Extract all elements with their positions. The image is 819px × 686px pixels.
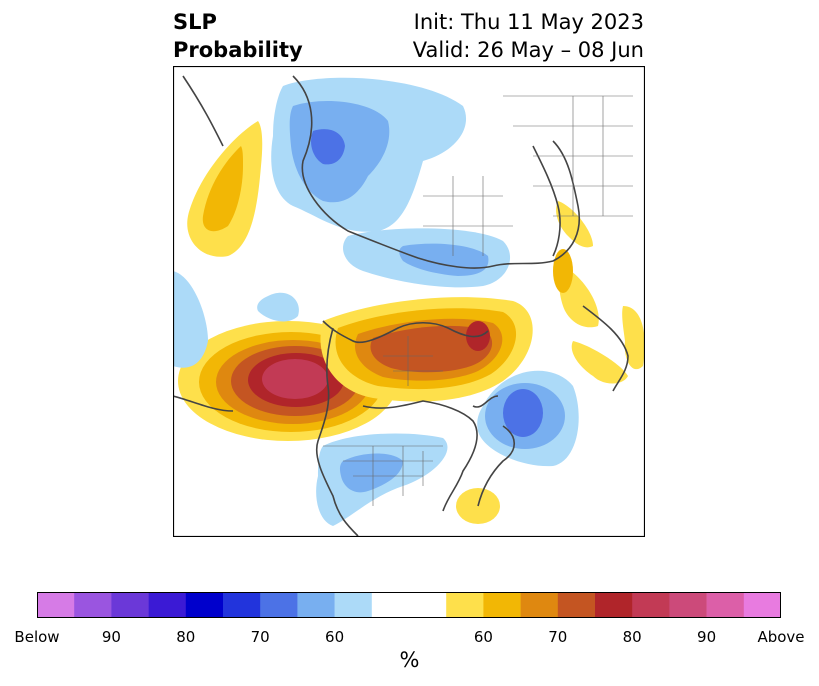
below-anomaly-northern-europe bbox=[257, 77, 467, 322]
colorbar-bin bbox=[111, 592, 149, 618]
colorbar bbox=[37, 592, 781, 618]
colorbar-tick-label: Below bbox=[14, 628, 60, 646]
below-anomaly-central-us bbox=[316, 433, 448, 526]
colorbar-tick-label: 60 bbox=[473, 628, 493, 646]
colorbar-bin bbox=[223, 592, 261, 618]
colorbar-bin bbox=[520, 592, 559, 618]
colorbar-bin bbox=[743, 592, 781, 618]
above-anomaly-canadian-arctic bbox=[320, 297, 533, 402]
colorbar-bin bbox=[669, 592, 707, 618]
colorbar-bin bbox=[334, 592, 373, 618]
colorbar-tick-label: Above bbox=[757, 628, 805, 646]
below-anomaly-west-pacific bbox=[173, 271, 208, 368]
colorbar-tick-label: 90 bbox=[697, 628, 717, 646]
init-date: Init: Thu 11 May 2023 bbox=[413, 10, 644, 34]
colorbar-bin bbox=[74, 592, 112, 618]
colorbar-tick-label: 90 bbox=[101, 628, 121, 646]
colorbar-tick-label: 80 bbox=[622, 628, 642, 646]
title-slp: SLP bbox=[173, 10, 217, 34]
colorbar-bin bbox=[148, 592, 187, 618]
probability-map bbox=[173, 66, 645, 537]
colorbar-border bbox=[37, 592, 781, 618]
above-anomaly-east-asia bbox=[187, 121, 263, 257]
colorbar-tick-label: 70 bbox=[250, 628, 270, 646]
chart-title-right: Init: Thu 11 May 2023 Valid: 26 May – 08… bbox=[413, 8, 644, 64]
colorbar-bin bbox=[260, 592, 298, 618]
title-probability: Probability bbox=[173, 38, 303, 62]
colorbar-bin bbox=[706, 592, 745, 618]
valid-range: Valid: 26 May – 08 Jun bbox=[412, 38, 644, 62]
colorbar-bin bbox=[446, 592, 484, 618]
colorbar-bin bbox=[297, 592, 335, 618]
political-borders bbox=[323, 95, 633, 506]
below-anomaly-north-atlantic bbox=[477, 370, 579, 467]
colorbar-bin bbox=[632, 592, 670, 618]
colorbar-tick-label: 80 bbox=[176, 628, 196, 646]
colorbar-bin bbox=[37, 592, 75, 618]
colorbar-bin bbox=[595, 592, 633, 618]
colorbar-bin bbox=[409, 592, 447, 618]
colorbar-tick-label: 70 bbox=[548, 628, 568, 646]
chart-title-left: SLP Probability bbox=[173, 8, 303, 64]
colorbar-tick-labels: Below 90 80 70 60 60 70 80 90 Above bbox=[0, 628, 819, 648]
colorbar-unit-label: % bbox=[399, 648, 420, 672]
colorbar-bin bbox=[483, 592, 521, 618]
colorbar-bin bbox=[371, 592, 410, 618]
coastlines bbox=[173, 75, 629, 537]
colorbar-tick-label: 60 bbox=[325, 628, 345, 646]
colorbar-bin bbox=[185, 592, 224, 618]
colorbar-bin bbox=[557, 592, 596, 618]
